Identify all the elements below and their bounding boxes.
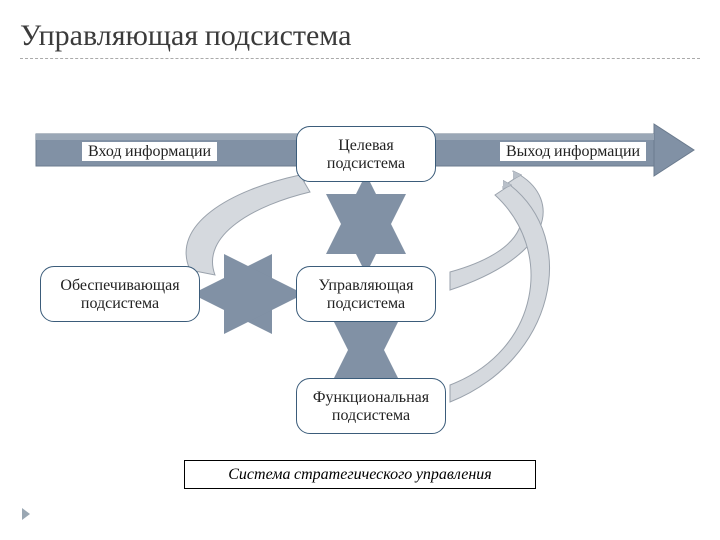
node-functional: Функциональная подсистема xyxy=(296,378,446,434)
node-control: Управляющая подсистема xyxy=(296,266,436,322)
caption-box: Система стратегического управления xyxy=(184,460,536,489)
input-label: Вход информации xyxy=(82,142,217,161)
node-support: Обеспечивающая подсистема xyxy=(40,266,200,322)
slide-marker-icon xyxy=(22,508,30,520)
output-label: Выход информации xyxy=(500,142,646,161)
node-target: Целевая подсистема xyxy=(296,126,436,182)
